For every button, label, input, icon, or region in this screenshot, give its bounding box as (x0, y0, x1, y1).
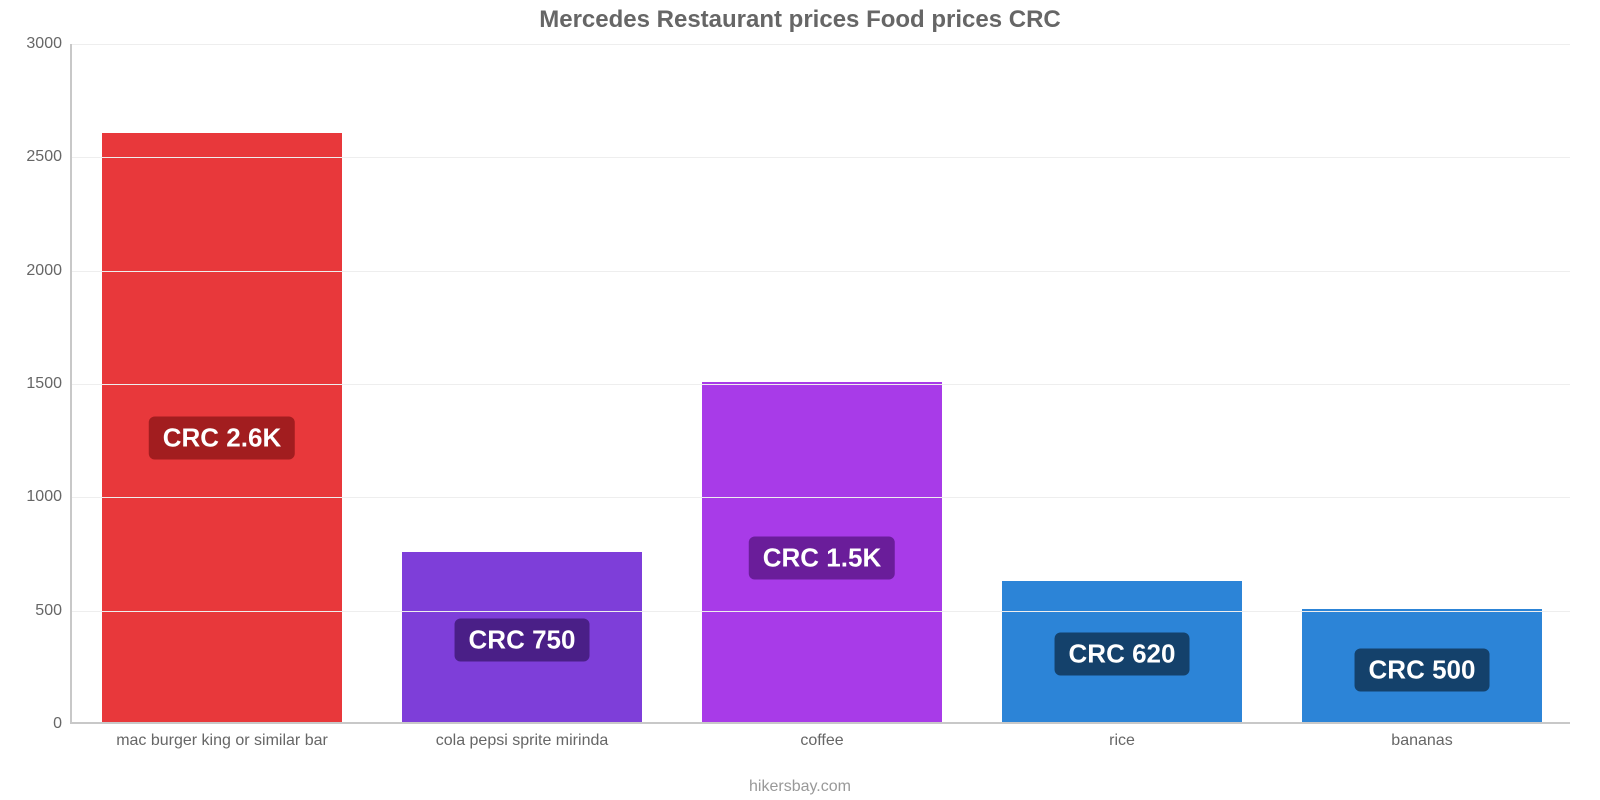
y-tick-label: 1000 (26, 488, 72, 506)
value-label: CRC 1.5K (749, 537, 895, 580)
gridline (72, 271, 1570, 272)
gridline (72, 384, 1570, 385)
y-tick-label: 500 (35, 602, 72, 620)
y-tick-label: 0 (53, 715, 72, 733)
gridline (72, 611, 1570, 612)
gridline (72, 44, 1570, 45)
y-tick-label: 2500 (26, 148, 72, 166)
x-tick-label: rice (1109, 722, 1135, 750)
value-label: CRC 750 (455, 619, 590, 662)
price-bar-chart: Mercedes Restaurant prices Food prices C… (0, 0, 1600, 800)
value-label: CRC 500 (1355, 648, 1490, 691)
value-label: CRC 620 (1055, 632, 1190, 675)
value-label: CRC 2.6K (149, 417, 295, 460)
y-tick-label: 3000 (26, 35, 72, 53)
chart-attribution: hikersbay.com (0, 778, 1600, 796)
plot-area: CRC 2.6KCRC 750CRC 1.5KCRC 620CRC 500 05… (70, 44, 1570, 724)
chart-title: Mercedes Restaurant prices Food prices C… (0, 6, 1600, 34)
gridline (72, 497, 1570, 498)
x-tick-label: bananas (1391, 722, 1452, 750)
bars-layer: CRC 2.6K CRC 750 CRC 1.5K CRC 620 CRC 500 (72, 44, 1570, 722)
x-tick-label: coffee (800, 722, 843, 750)
x-tick-label: cola pepsi sprite mirinda (436, 722, 609, 750)
y-tick-label: 1500 (26, 375, 72, 393)
y-tick-label: 2000 (26, 262, 72, 280)
gridline (72, 157, 1570, 158)
x-tick-label: mac burger king or similar bar (116, 722, 328, 750)
